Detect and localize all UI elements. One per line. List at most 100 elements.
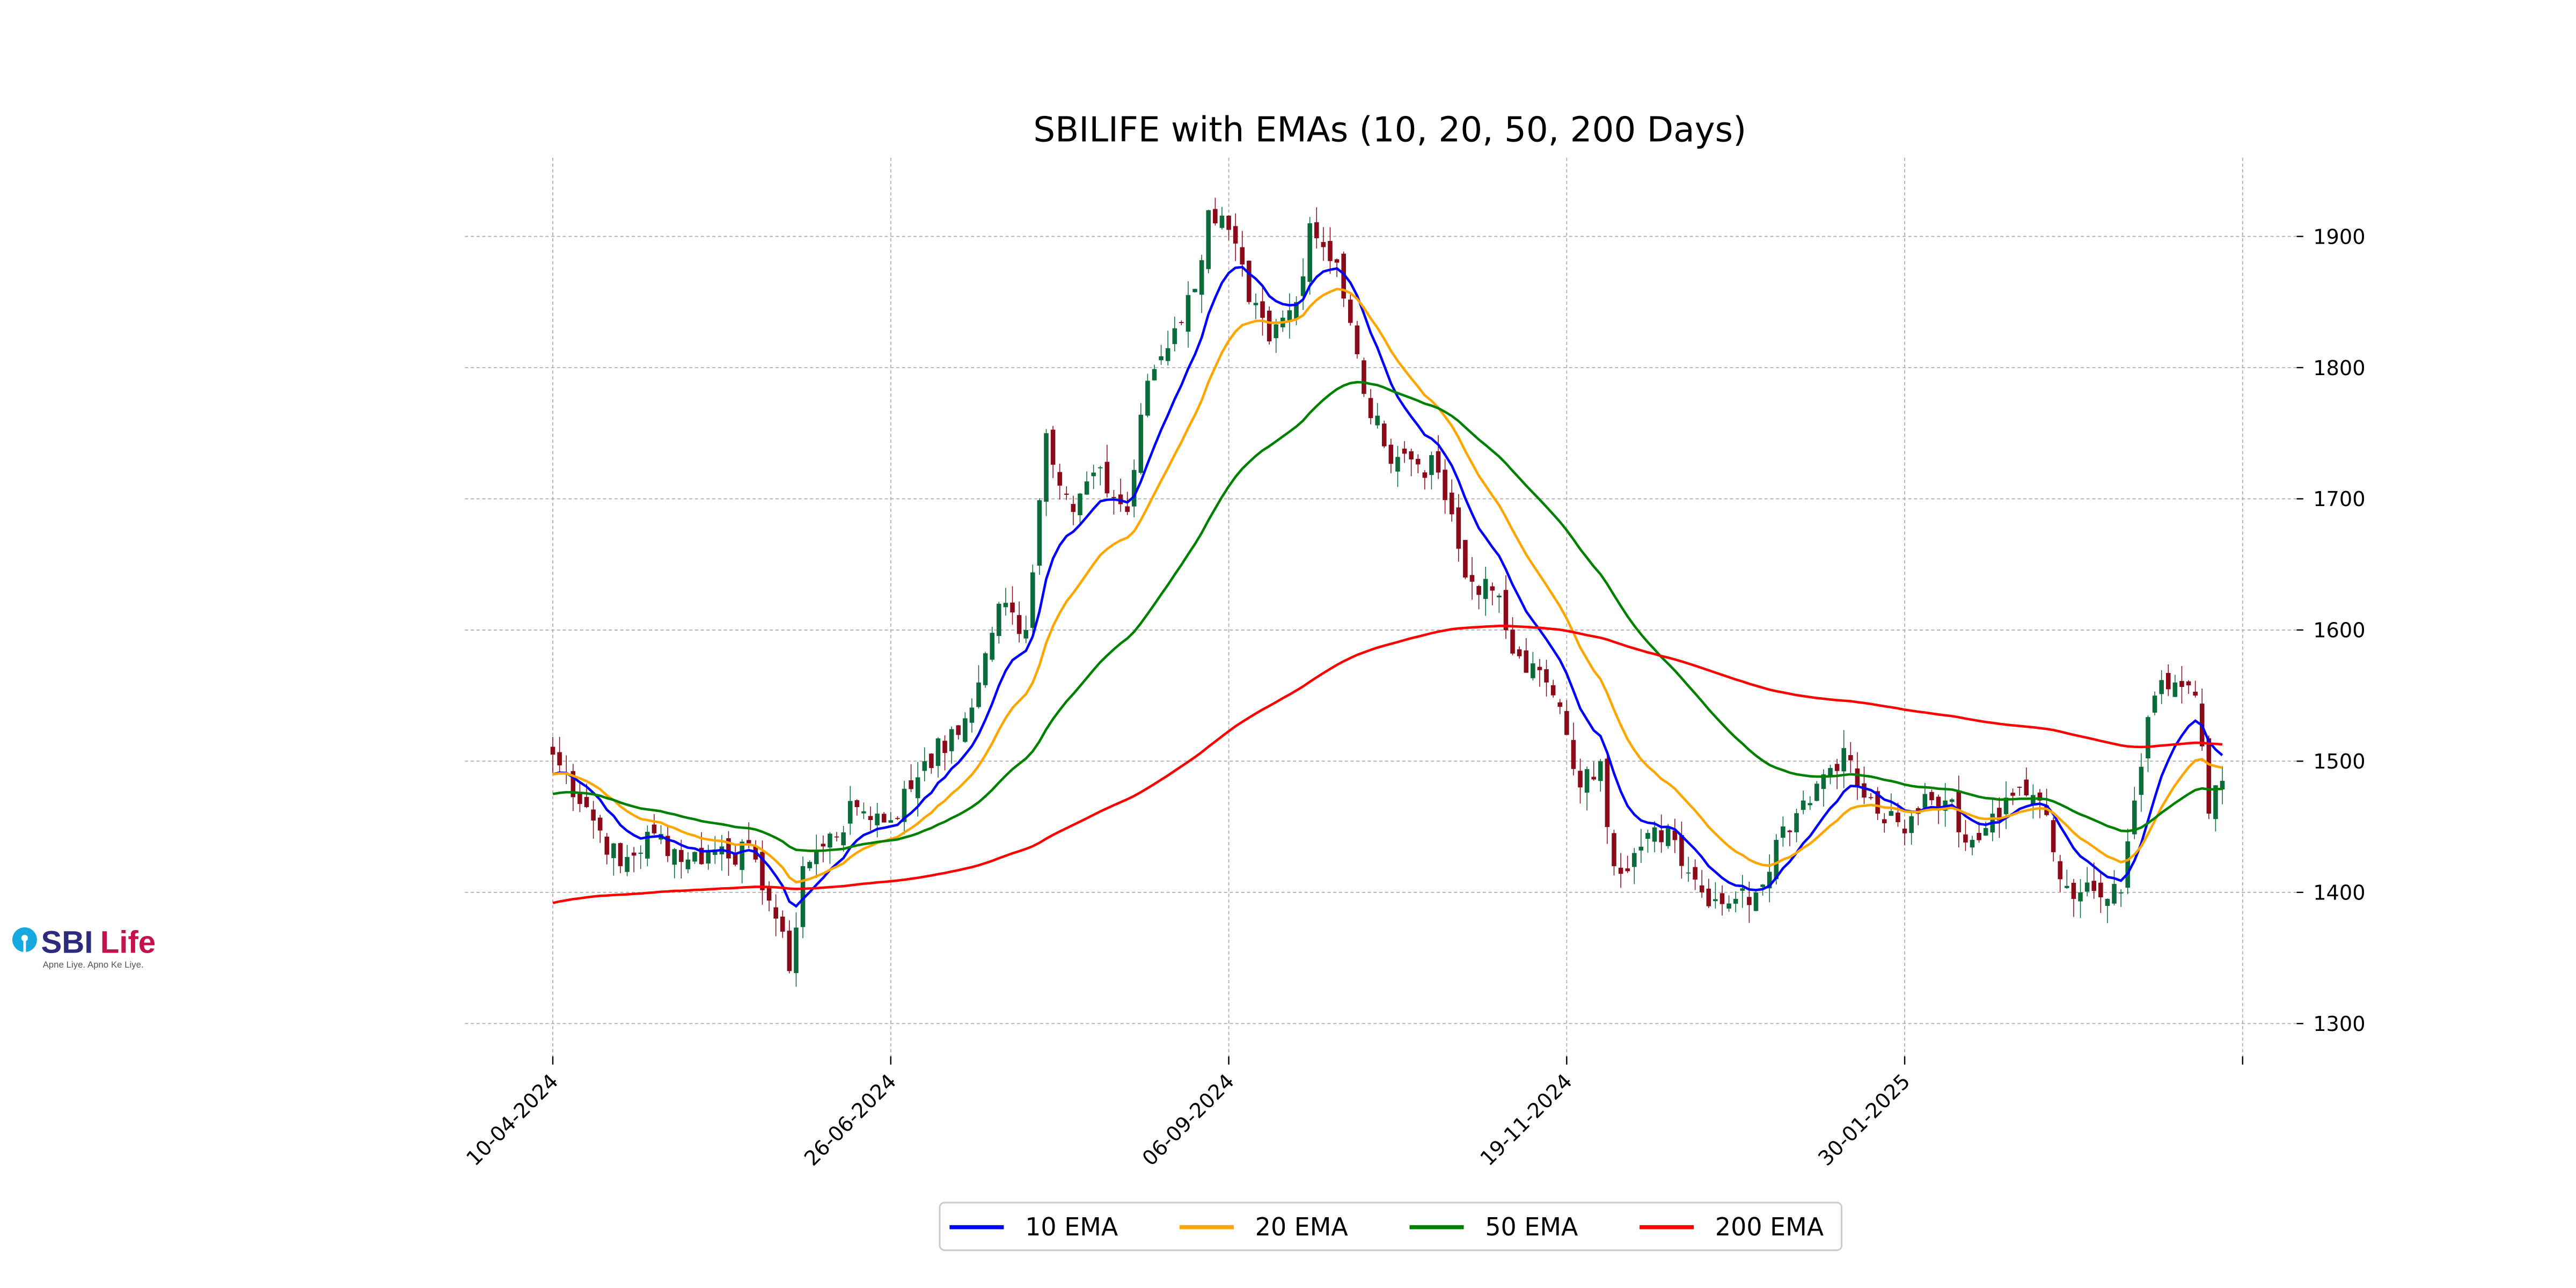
- y-tick-label: 1300: [2313, 1012, 2365, 1036]
- candle-body: [1645, 833, 1650, 839]
- candle-body: [1882, 819, 1887, 824]
- candle-body: [888, 820, 894, 823]
- candle-body: [1165, 348, 1170, 361]
- candle-body: [2146, 717, 2150, 759]
- candle-body: [2112, 884, 2117, 904]
- candle-body: [1956, 792, 1962, 832]
- candle-body: [814, 851, 819, 865]
- y-tick-label: 1400: [2313, 881, 2365, 905]
- candle-body: [1388, 444, 1394, 464]
- candle-body: [706, 850, 711, 864]
- candle-body: [2078, 892, 2083, 902]
- candle-body: [909, 780, 913, 789]
- candle-body: [1862, 783, 1867, 798]
- candle-body: [1564, 711, 1569, 735]
- x-tick-label: 19-11-2024: [1476, 1070, 1577, 1171]
- candle-body: [935, 738, 941, 766]
- candle-body: [1936, 796, 1941, 811]
- candle-body: [1753, 892, 1759, 911]
- candle-body: [2125, 841, 2131, 888]
- x-tick-label: 30-01-2025: [1813, 1070, 1915, 1171]
- candle-body: [1469, 575, 1475, 582]
- candle-body: [1456, 507, 1461, 549]
- candle-body: [1023, 630, 1029, 639]
- candle-body: [570, 771, 576, 797]
- candle-body: [1659, 830, 1664, 843]
- candle-body: [550, 747, 555, 755]
- candle-body: [1875, 791, 1880, 814]
- candle-body: [1889, 811, 1894, 816]
- candle-body: [1896, 813, 1900, 822]
- candle-body: [821, 844, 826, 847]
- candle-body: [1078, 493, 1082, 516]
- candle-body: [1355, 325, 1360, 355]
- y-tick-label: 1800: [2313, 356, 2365, 380]
- candle-body: [1287, 310, 1292, 321]
- candle-body: [1213, 209, 1218, 224]
- candle-body: [1044, 433, 1049, 502]
- candle-body: [1537, 667, 1542, 670]
- legend-label-ema10: 10 EMA: [1025, 1212, 1118, 1241]
- logo-tagline: Apne Liye. Apno Ke Liye.: [43, 960, 144, 970]
- ema-line-ema200: [552, 625, 2223, 904]
- candle-body: [1247, 260, 1252, 302]
- candle-body: [1328, 240, 1333, 261]
- candle-body: [597, 817, 603, 831]
- candle-body: [1422, 472, 1428, 478]
- candle-body: [1395, 457, 1400, 472]
- candle-body: [2152, 696, 2157, 713]
- candle-body: [794, 927, 799, 974]
- y-tick-label: 1900: [2313, 225, 2365, 249]
- candle-body: [854, 800, 860, 807]
- candle-body: [685, 859, 691, 869]
- candle-body: [699, 847, 704, 865]
- candle-body: [2051, 820, 2056, 852]
- candle-body: [875, 814, 880, 825]
- candle-body: [1747, 897, 1752, 905]
- candle-body: [1159, 356, 1163, 361]
- candle-body: [557, 752, 562, 766]
- candle-body: [1638, 846, 1644, 851]
- candle-body: [1375, 415, 1380, 426]
- candle-body: [1578, 771, 1583, 788]
- candle-body: [1909, 816, 1914, 833]
- candle-body: [1240, 247, 1245, 265]
- candle-body: [2213, 785, 2218, 819]
- candle-body: [1131, 470, 1137, 507]
- candle-body: [1760, 884, 1765, 887]
- candle-body: [2037, 792, 2043, 801]
- candle-body: [611, 843, 616, 858]
- candle-body: [1524, 650, 1529, 673]
- candle-body: [1807, 803, 1813, 806]
- ema-line-ema50: [552, 380, 2223, 852]
- candle-body: [2017, 787, 2022, 788]
- candle-body: [1071, 504, 1076, 512]
- candle-body: [1111, 497, 1116, 498]
- candle-body: [2172, 682, 2178, 697]
- candle-body: [1348, 299, 1353, 323]
- candle-body: [679, 850, 684, 862]
- candle-body: [881, 814, 887, 823]
- candle-body: [1415, 459, 1421, 465]
- candle-body: [2186, 681, 2191, 686]
- candle-body: [1185, 295, 1191, 332]
- candle-body: [1902, 828, 1907, 833]
- candle-body: [1949, 799, 1955, 802]
- candle-body: [1125, 506, 1130, 512]
- candle-body: [1483, 579, 1488, 599]
- candle-body: [1362, 360, 1366, 394]
- candle-body: [1267, 310, 1272, 342]
- candle-body: [1260, 301, 1265, 318]
- candle-body: [1219, 215, 1225, 228]
- candle-body: [2024, 779, 2029, 795]
- candle-body: [1814, 784, 1819, 801]
- candle-body: [1665, 826, 1671, 846]
- legend-box: [939, 1202, 1843, 1252]
- candle-body: [1767, 872, 1772, 889]
- candle-body: [1550, 685, 1556, 696]
- candle-body: [2206, 738, 2212, 814]
- candle-body: [1476, 586, 1481, 595]
- candle-body: [1010, 602, 1015, 613]
- candle-body: [963, 718, 968, 742]
